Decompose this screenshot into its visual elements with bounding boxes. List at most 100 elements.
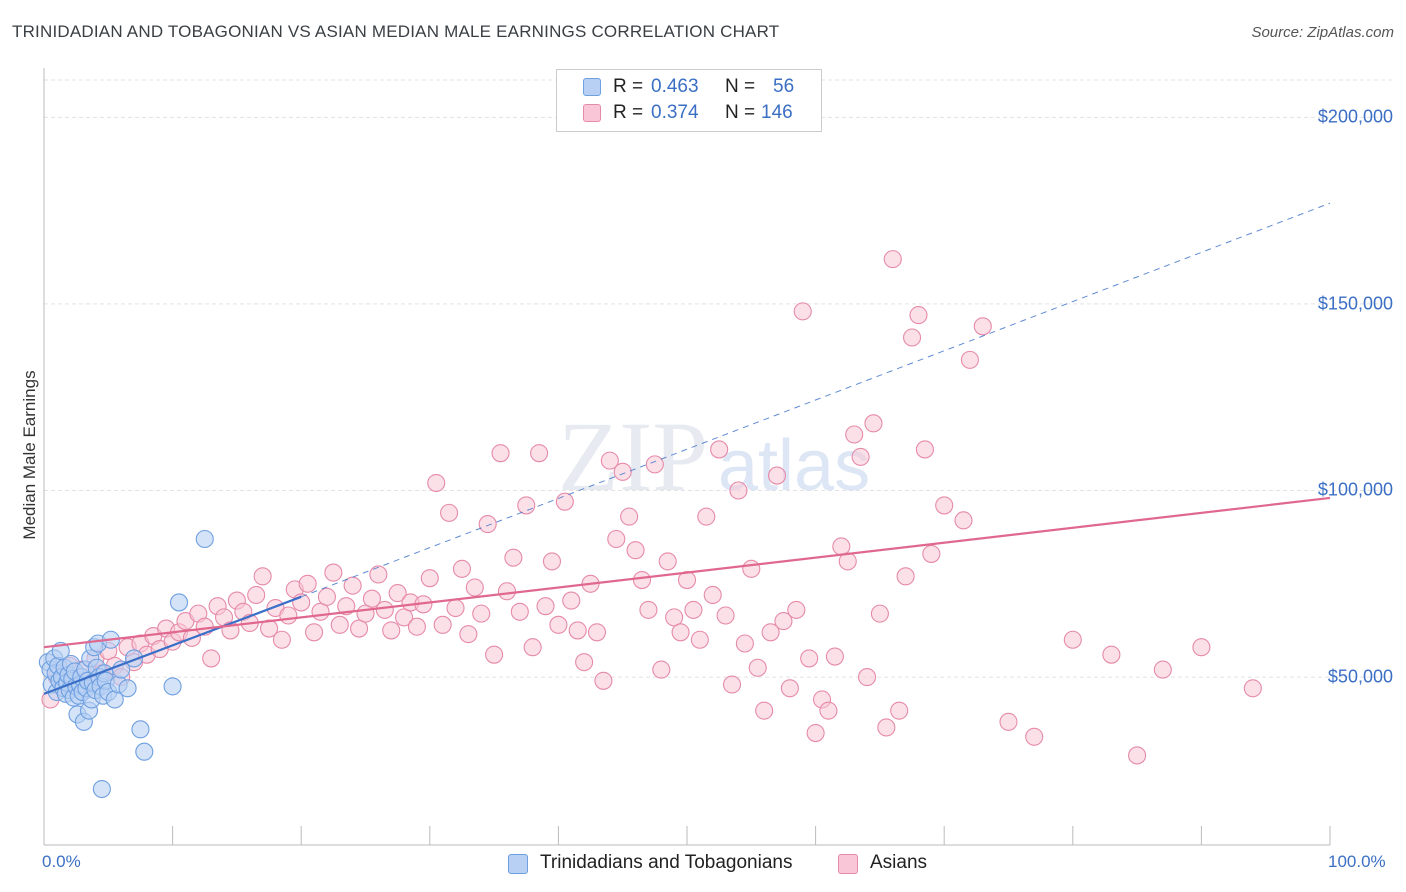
asian-point xyxy=(517,496,536,515)
asian-point xyxy=(632,570,652,590)
asian-point xyxy=(407,617,426,636)
axes xyxy=(43,68,1331,846)
asian-point xyxy=(761,623,780,642)
asian-point xyxy=(305,623,324,642)
asian-point xyxy=(247,585,266,605)
bottom-legend-label: Asians xyxy=(870,852,928,873)
asian-point xyxy=(504,548,523,567)
asian-point xyxy=(960,350,979,369)
asian-point xyxy=(690,630,709,649)
asian-point xyxy=(851,447,870,466)
legend-n-value: 56 xyxy=(773,76,795,97)
asian-point xyxy=(1128,746,1147,765)
x-tick-max: 100.0% xyxy=(1328,852,1386,871)
asian-point xyxy=(587,623,607,642)
asian-point xyxy=(420,569,439,588)
legend-n-label: N = xyxy=(725,76,756,97)
asian-point xyxy=(452,559,472,578)
bottom-legend-label: Trinidadians and Tobagonians xyxy=(540,852,793,873)
asian-point xyxy=(735,634,754,653)
asian-point xyxy=(710,440,729,459)
asian-point xyxy=(864,414,883,433)
asian-point xyxy=(555,492,574,511)
asian-point xyxy=(459,625,478,644)
legend-n-label: N = xyxy=(725,102,756,123)
y-tick-label: $100,000 xyxy=(1317,479,1393,500)
asian-point xyxy=(742,559,761,578)
asian-point xyxy=(909,306,928,325)
asian-point xyxy=(562,591,581,610)
asian-point xyxy=(317,587,336,606)
asian-point xyxy=(478,515,497,534)
asian-point xyxy=(279,606,298,625)
trinidadians-points xyxy=(38,529,214,799)
asian-point xyxy=(890,701,909,720)
asian-point xyxy=(600,451,619,470)
asian-point xyxy=(369,565,388,584)
asian-point xyxy=(870,604,889,623)
asian-point xyxy=(1025,727,1044,746)
trinidadian-point xyxy=(118,679,137,698)
legend-r-label: R = xyxy=(613,76,644,97)
trinidadian-point xyxy=(163,677,182,696)
asian-point xyxy=(446,598,465,618)
trinidadian-trend-extension xyxy=(301,202,1331,598)
trinidadian-point xyxy=(169,593,189,612)
asian-point xyxy=(716,606,735,625)
asian-point xyxy=(774,612,793,631)
asian-point xyxy=(755,701,774,720)
asian-point xyxy=(626,541,645,560)
y-tick-label: $150,000 xyxy=(1317,293,1393,314)
asian-point xyxy=(857,668,877,687)
legend-swatch-pink xyxy=(583,104,601,122)
asian-point xyxy=(330,615,349,634)
asian-point xyxy=(375,600,394,619)
legend-swatch-blue xyxy=(583,78,601,96)
asian-point xyxy=(388,584,407,603)
asian-point xyxy=(915,440,934,459)
asian-point xyxy=(382,621,401,640)
chart-title: TRINIDADIAN AND TOBAGONIAN VS ASIAN MEDI… xyxy=(12,22,780,41)
asian-point xyxy=(395,608,414,627)
asian-point xyxy=(324,563,343,582)
asian-point xyxy=(607,529,626,549)
asian-point xyxy=(433,615,452,634)
asian-point xyxy=(639,600,658,619)
asian-point xyxy=(523,638,542,657)
y-tick-label: $50,000 xyxy=(1327,666,1393,687)
asian-point xyxy=(362,589,381,608)
asian-point xyxy=(703,585,722,605)
asian-point xyxy=(575,653,594,672)
trinidadian-point xyxy=(92,779,111,799)
asian-point xyxy=(819,701,838,720)
gridlines xyxy=(44,79,1392,678)
asian-point xyxy=(568,621,587,640)
asian-point xyxy=(935,496,954,515)
legend-r-label: R = xyxy=(613,102,644,123)
trinidadian-point xyxy=(135,742,154,761)
asian-point xyxy=(922,544,941,563)
trend-lines xyxy=(43,202,1331,695)
asian-point xyxy=(800,649,819,668)
watermark-zip: ZIP xyxy=(558,401,708,512)
asian-point xyxy=(658,552,677,571)
asian-point xyxy=(652,660,671,679)
asian-point xyxy=(497,582,517,601)
asian-point xyxy=(594,671,613,690)
asian-point xyxy=(465,578,484,597)
asian-point xyxy=(1153,660,1172,679)
legend-r-value: 0.463 xyxy=(651,76,699,97)
asian-point xyxy=(549,615,568,634)
asian-point xyxy=(542,552,562,571)
asian-point xyxy=(671,623,690,642)
trinidadian-trend-line xyxy=(43,595,302,695)
asian-point xyxy=(793,302,812,321)
asian-point xyxy=(272,630,291,649)
asian-point xyxy=(665,608,684,627)
legend-n-value: 146 xyxy=(761,102,793,123)
source-label: Source: ZipAtlas.com xyxy=(1251,24,1394,41)
asian-point xyxy=(896,567,915,586)
asian-point xyxy=(510,602,529,621)
asian-point xyxy=(767,466,787,485)
trinidadian-point xyxy=(195,529,214,549)
